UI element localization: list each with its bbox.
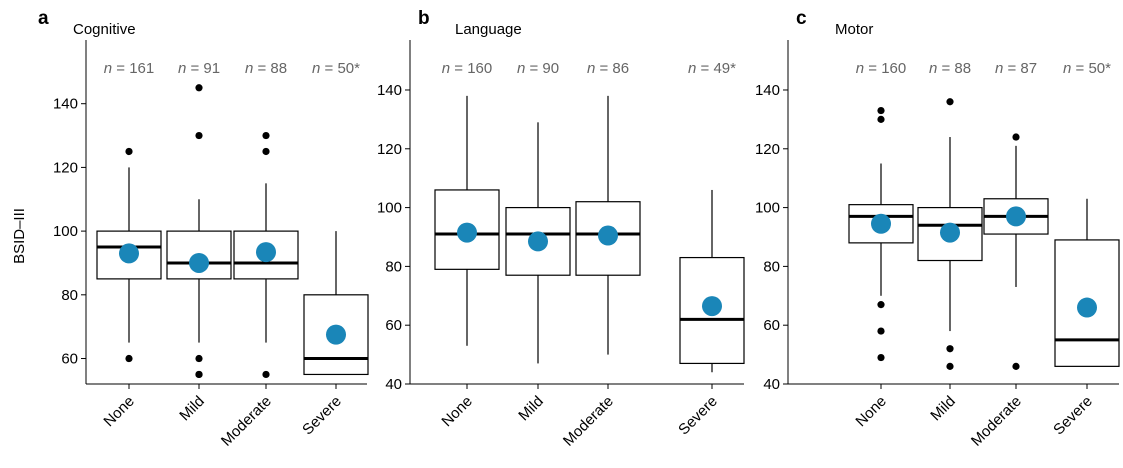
n-label: n = 91: [178, 60, 220, 77]
y-tick-label: 120: [377, 141, 402, 158]
outlier-point: [946, 362, 954, 370]
box-mild: [505, 122, 571, 364]
outlier-point: [877, 353, 885, 362]
outlier-point: [195, 84, 203, 92]
outlier-point: [877, 301, 885, 309]
y-tick-label: 60: [385, 317, 402, 334]
n-label: n = 86: [587, 60, 629, 77]
y-tick-label: 120: [53, 159, 78, 176]
mean-point: [457, 222, 477, 243]
y-tick-label: 80: [385, 258, 402, 275]
box-severe: [303, 231, 369, 376]
outlier-point: [1012, 133, 1020, 141]
y-tick-label: 140: [53, 96, 78, 113]
n-label: n = 160: [442, 60, 492, 77]
outlier-point: [262, 131, 270, 140]
n-label: n = 88: [245, 60, 287, 77]
outlier-point: [877, 115, 885, 123]
box-severe: [679, 189, 745, 373]
n-label: n = 90: [517, 60, 559, 77]
x-tick-label: Mild: [927, 393, 958, 424]
outlier-point: [195, 131, 203, 140]
outlier-point: [125, 354, 133, 363]
box-severe: [1054, 198, 1120, 367]
panel-letter: b: [418, 8, 430, 29]
x-tick-label: Mild: [515, 393, 546, 424]
iqr-box: [96, 230, 162, 280]
x-tick-label: Severe: [299, 393, 345, 439]
y-tick-label: 80: [763, 258, 780, 275]
panel-letter: c: [796, 8, 807, 29]
y-tick-label: 140: [377, 82, 402, 99]
y-tick-label: 120: [755, 141, 780, 158]
outlier-point: [946, 98, 954, 106]
n-label: n = 50*: [1063, 60, 1111, 77]
mean-point: [189, 252, 209, 273]
y-tick-label: 60: [61, 351, 78, 368]
box-none: [434, 95, 500, 346]
y-tick-label: 100: [377, 200, 402, 217]
box-moderate: [983, 133, 1049, 370]
mean-point: [119, 243, 139, 264]
mean-point: [871, 213, 891, 234]
box-none: [96, 147, 162, 363]
outlier-point: [262, 147, 270, 156]
outlier-point: [877, 327, 885, 335]
n-label: n = 87: [995, 60, 1037, 77]
y-tick-label: 140: [755, 82, 780, 99]
panel-title: Cognitive: [73, 21, 136, 38]
x-tick-label: Severe: [1050, 393, 1096, 439]
outlier-point: [946, 345, 954, 353]
mean-point: [528, 231, 548, 252]
n-label: n = 49*: [688, 60, 736, 77]
x-tick-label: Moderate: [218, 393, 275, 450]
n-label: n = 160: [856, 60, 906, 77]
mean-point: [1077, 297, 1097, 318]
mean-point: [598, 225, 618, 246]
y-tick-label: 60: [763, 317, 780, 334]
panel-title: Language: [455, 21, 522, 38]
x-tick-label: Moderate: [968, 393, 1025, 450]
mean-point: [940, 222, 960, 243]
panel-b: b Language 40 60 80 100 120 140 n = 160 None n = 9…: [377, 8, 745, 450]
mean-point: [1006, 206, 1026, 227]
n-label: n = 50*: [312, 60, 360, 77]
x-tick-label: Mild: [176, 393, 207, 424]
x-tick-label: Moderate: [560, 393, 617, 450]
box-moderate: [575, 95, 641, 355]
x-tick-label: None: [852, 393, 889, 430]
x-tick-label: Severe: [675, 393, 721, 439]
y-tick-label: 40: [385, 376, 402, 393]
panel-title: Motor: [835, 21, 873, 38]
box-mild: [166, 84, 232, 379]
outlier-point: [195, 354, 203, 363]
iqr-box: [1054, 239, 1120, 367]
y-axis-label: BSID–III: [11, 208, 28, 264]
y-tick-label: 100: [53, 223, 78, 240]
outlier-point: [125, 147, 133, 156]
y-tick-label: 40: [763, 376, 780, 393]
y-tick-label: 100: [755, 200, 780, 217]
n-label: n = 161: [104, 60, 154, 77]
mean-point: [702, 296, 722, 317]
mean-point: [326, 324, 346, 345]
box-moderate: [233, 131, 299, 379]
panel-letter: a: [38, 8, 49, 29]
outlier-point: [1012, 362, 1020, 370]
panel-a: a Cognitive 60 80 100 120 140 n = 161 None n = 91…: [38, 8, 369, 450]
box-mild: [917, 98, 983, 370]
mean-point: [256, 242, 276, 263]
outlier-point: [195, 370, 203, 379]
outlier-point: [262, 370, 270, 379]
n-label: n = 88: [929, 60, 971, 77]
box-none: [848, 106, 914, 362]
panel-c: c Motor 40 60 80 100 120 140 n = 160 None n = 88 Mi…: [755, 8, 1120, 450]
iqr-box: [848, 204, 914, 244]
y-tick-label: 80: [61, 287, 78, 304]
x-tick-label: None: [100, 393, 137, 430]
outlier-point: [877, 106, 885, 115]
x-tick-label: None: [438, 393, 475, 430]
